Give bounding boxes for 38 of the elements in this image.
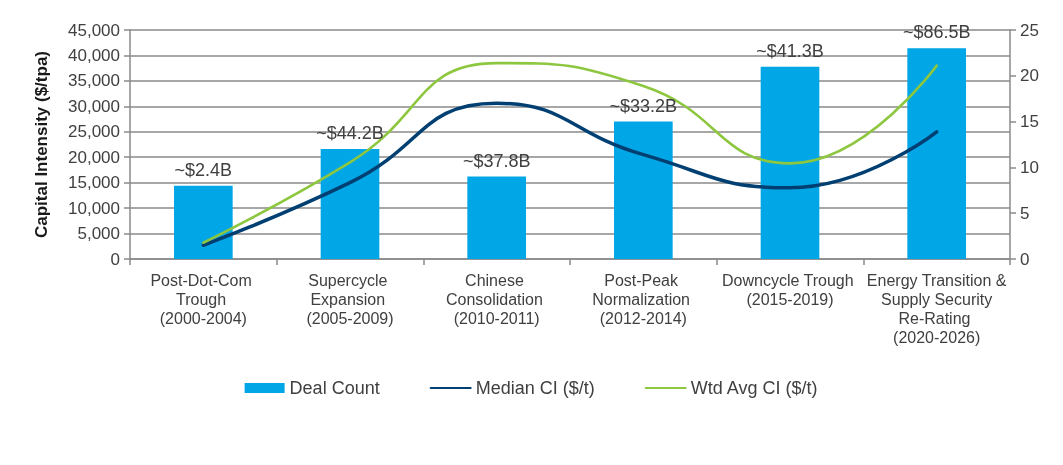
- x-tick-label: Energy Transition & Supply Security Re-Rating (2020-2026): [866, 272, 1007, 346]
- x-tick-label: Chinese Consolidation (2010-2011): [445, 272, 548, 327]
- y-tick-label: 10,000: [68, 198, 120, 218]
- bar: [174, 185, 233, 259]
- legend-label: Deal Count: [289, 378, 380, 398]
- annotation: ~$44.2B: [316, 123, 384, 144]
- y-tick-label: 40,000: [68, 45, 120, 65]
- bar: [907, 48, 966, 259]
- y-tick-label: 15,000: [68, 173, 120, 193]
- annotation: ~$86.5B: [902, 22, 971, 43]
- annotation: ~$41.3B: [756, 40, 824, 61]
- annotation: ~$37.8B: [462, 150, 531, 171]
- legend-label: Wtd Avg CI ($/t): [690, 378, 818, 398]
- y-tick-label: 20,000: [68, 147, 120, 167]
- x-tick-label: Post-Peak Normalization (2012-2014): [592, 272, 695, 327]
- bar: [467, 176, 526, 259]
- y2-tick-label: 10: [1020, 157, 1039, 177]
- annotation: ~$2.4B: [174, 159, 233, 180]
- y-tick-label: 25,000: [68, 122, 120, 142]
- y2-tick-label: 0: [1020, 249, 1030, 269]
- x-tick-label: Post-Dot-Com Trough (2000-2004): [150, 272, 257, 327]
- y2-tick-label: 25: [1020, 20, 1039, 40]
- annotation: ~$33.2B: [609, 95, 678, 116]
- y-tick-label: 5,000: [77, 224, 120, 244]
- bar: [320, 149, 380, 259]
- y2-tick-label: 15: [1020, 112, 1039, 132]
- y-tick-label: 30,000: [68, 96, 120, 116]
- legend-label: Median CI ($/t): [475, 378, 595, 398]
- bar: [614, 121, 673, 259]
- bar: [760, 66, 820, 259]
- y2-tick-label: 5: [1020, 203, 1030, 223]
- y-tick-label: 0: [110, 249, 120, 269]
- y-tick-label: 45,000: [68, 20, 120, 40]
- x-tick-label: Supercycle Expansion (2005-2009): [306, 272, 394, 327]
- y2-tick-label: 20: [1020, 66, 1039, 86]
- y-axis-title: Capital Intensity ($/tpa): [32, 50, 51, 239]
- x-tick-label: Downcycle Trough (2015-2019): [721, 272, 859, 308]
- y-tick-label: 35,000: [68, 71, 120, 91]
